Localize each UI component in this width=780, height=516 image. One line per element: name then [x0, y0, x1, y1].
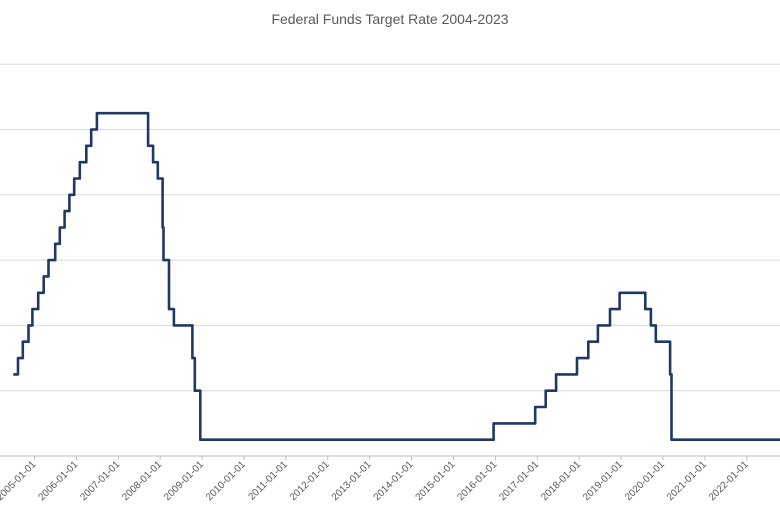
x-tick-label: 2022-01-01 — [707, 459, 751, 503]
x-tick-label: 2014-01-01 — [372, 459, 416, 503]
x-tick-label: 2011-01-01 — [246, 459, 290, 503]
x-tick-label: 2015-01-01 — [414, 459, 458, 503]
x-tick-label: 2020-01-01 — [623, 459, 667, 503]
x-tick-label: 2006-01-01 — [36, 459, 80, 503]
x-tick-label: 2005-01-01 — [0, 459, 39, 503]
series-line — [13, 111, 780, 441]
gridlines — [0, 63, 780, 392]
x-tick-label: 2017-01-01 — [497, 459, 541, 503]
x-tick-label: 2008-01-01 — [120, 459, 164, 503]
x-tick-label: 2021-01-01 — [665, 459, 709, 503]
x-tick-labels: 2005-01-012006-01-012007-01-012008-01-01… — [0, 456, 751, 503]
series-layer — [13, 111, 780, 441]
x-tick-label: 2007-01-01 — [78, 459, 122, 503]
x-tick-label: 2019-01-01 — [581, 459, 625, 503]
x-tick-label: 2009-01-01 — [162, 459, 206, 503]
x-tick-label: 2016-01-01 — [455, 459, 499, 503]
x-tick-label: 2010-01-01 — [204, 459, 248, 503]
x-tick-label: 2018-01-01 — [539, 459, 583, 503]
x-tick-label: 2012-01-01 — [288, 459, 332, 503]
chart-title: Federal Funds Target Rate 2004-2023 — [271, 11, 508, 27]
x-tick-label: 2013-01-01 — [330, 459, 374, 503]
